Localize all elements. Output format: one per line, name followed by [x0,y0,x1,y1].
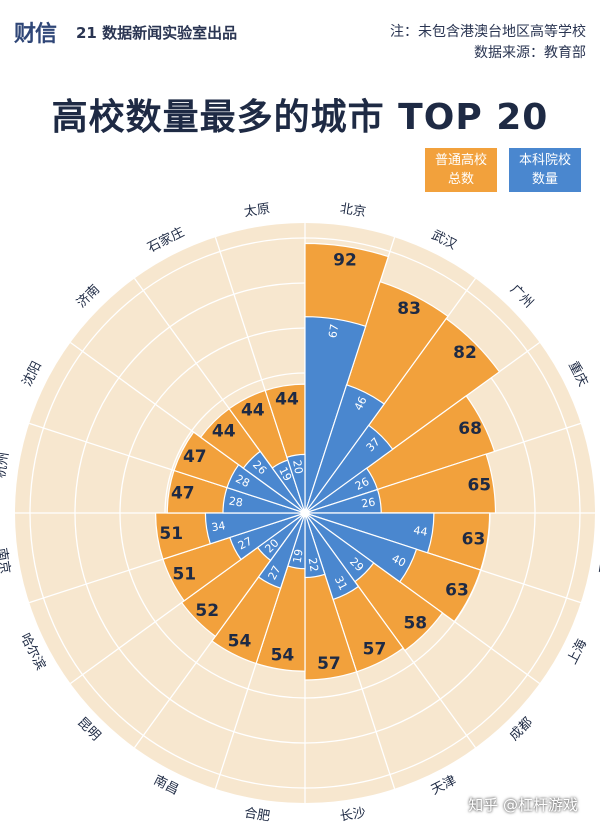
city-label-15: 南京 [0,547,13,575]
label-total-16: 47 [171,484,195,504]
source-note: 注：未包含港澳台地区高等学校 数据来源：教育部 [390,22,586,64]
legend-total-line2: 总数 [447,172,474,187]
label-undergrad-10: 22 [306,557,321,573]
city-label-6: 西安 [598,547,600,575]
chart-title: 高校数量最多的城市 TOP 20 [51,97,549,138]
city-label-1: 北京 [339,201,367,220]
guide-ring [29,237,581,789]
label-total-18: 44 [212,422,236,442]
label-undergrad-19: 19 [276,465,294,483]
label-total-4: 68 [458,419,482,439]
legend-total-schools: 普通高校 总数 [425,148,497,192]
bar-undergrad-12 [257,512,306,589]
note-exclusion: 注：未包含港澳台地区高等学校 [390,24,586,40]
watermark: 知乎 @杠杆游戏 [468,796,578,814]
bar-undergrad-3 [304,424,394,514]
legend-undergrad-schools: 本科院校 数量 [509,148,581,192]
label-undergrad-7: 40 [390,552,408,570]
label-undergrad-12: 27 [266,564,284,582]
bar-undergrad-1 [304,316,367,514]
bar-undergrad-9 [304,512,360,601]
bar-undergrad-17 [226,463,306,514]
label-total-19: 44 [241,401,265,421]
legend-undergrad-line2: 数量 [531,172,558,187]
city-label-18: 济南 [73,281,103,311]
city-label-3: 广州 [507,282,536,311]
label-total-11: 54 [271,645,295,665]
bar-undergrad-7 [304,512,418,583]
bar-undergrad-2 [304,384,386,514]
city-label-2: 武汉 [429,228,459,253]
label-undergrad-15: 34 [211,519,227,534]
label-undergrad-5: 26 [360,495,376,510]
bar-undergrad-10 [304,512,326,579]
city-label-13: 昆明 [74,715,103,744]
city-label-4: 重庆 [565,359,591,389]
label-undergrad-14: 27 [236,535,254,553]
city-label-12: 南昌 [151,772,181,798]
legend-total-line1: 普通高校 [434,153,487,168]
label-undergrad-6: 44 [413,524,429,539]
label-undergrad-17: 28 [233,472,251,490]
label-undergrad-1: 67 [326,323,341,339]
label-total-20: 44 [275,390,299,410]
label-undergrad-9: 31 [332,574,350,592]
brand-logo: 财信 [14,21,57,47]
label-undergrad-20: 20 [290,459,305,475]
bar-undergrad-18 [242,450,306,514]
label-total-3: 82 [453,343,477,363]
city-label-17: 沈阳 [20,359,45,389]
city-label-16: 杭州 [0,451,12,479]
label-total-10: 57 [317,654,341,674]
note-source: 数据来源：教育部 [474,45,586,61]
label-undergrad-4: 26 [353,475,371,493]
city-label-8: 成都 [507,715,536,744]
label-undergrad-16: 28 [228,494,244,509]
label-total-2: 83 [397,299,421,319]
header: 财信 21 数据新闻实验室出品 注：未包含港澳台地区高等学校 数据来源：教育部 [14,12,586,82]
label-total-5: 65 [467,475,491,495]
bar-undergrad-20 [286,453,306,514]
label-undergrad-11: 19 [291,548,306,564]
label-total-17: 47 [183,447,207,467]
label-total-9: 57 [363,639,387,659]
label-undergrad-2: 46 [352,394,370,412]
label-total-6: 63 [462,530,486,550]
brand-text: 21 数据新闻实验室出品 [76,24,238,42]
label-total-12: 54 [228,632,252,652]
city-label-20: 太原 [243,201,271,220]
city-label-9: 天津 [429,773,459,798]
label-total-8: 58 [403,613,427,633]
city-label-7: 上海 [565,637,590,667]
label-total-1: 92 [333,251,357,271]
city-label-10: 长沙 [339,806,367,825]
label-total-7: 63 [445,580,469,600]
bar-undergrad-15 [204,512,306,545]
city-label-11: 合肥 [243,806,271,825]
label-total-13: 52 [195,601,219,621]
label-total-15: 51 [159,524,183,544]
legend-undergrad-line1: 本科院校 [518,153,571,168]
label-total-14: 51 [172,565,196,585]
